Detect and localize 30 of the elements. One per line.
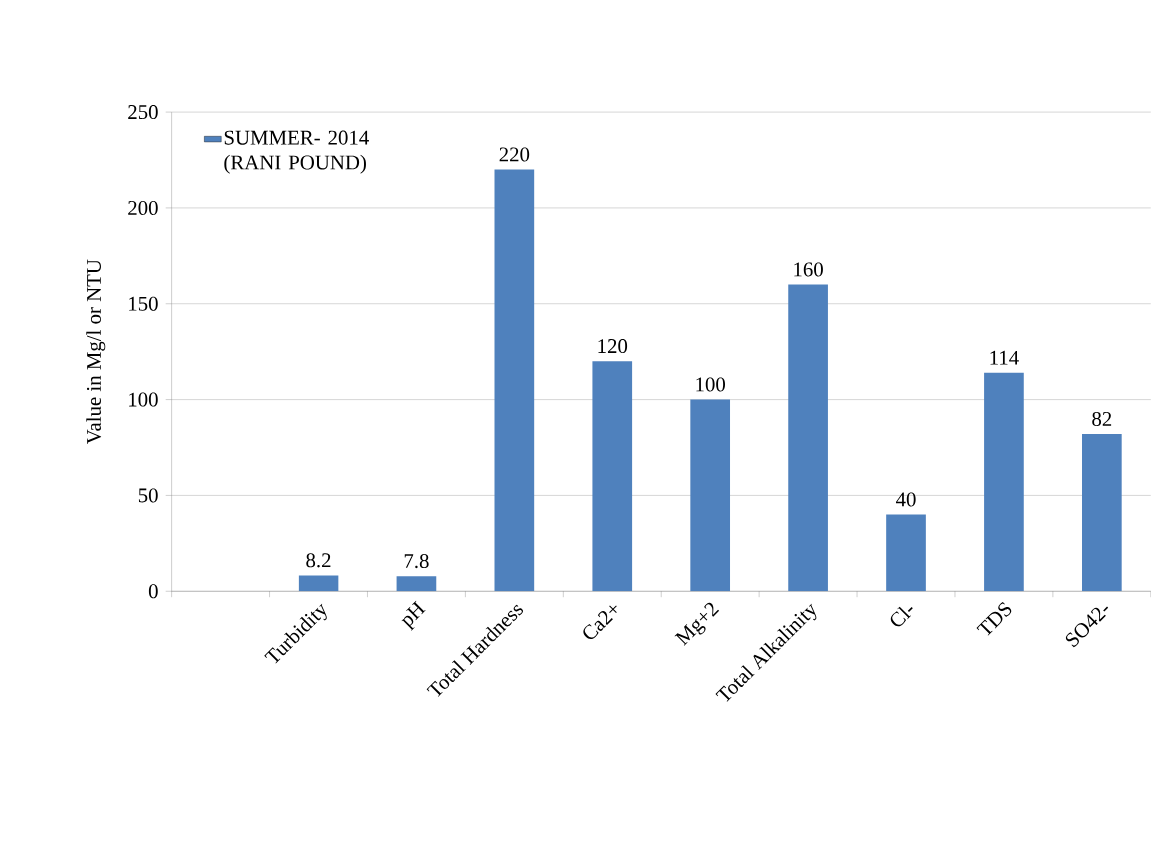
y-tick-label: 200: [128, 200, 158, 215]
y-axis-title: Value in Mg/l or NTU: [86, 259, 106, 444]
bar: [592, 361, 633, 592]
x-tick-label: Ca2+: [583, 605, 617, 639]
data-label: 120: [598, 338, 628, 353]
data-label: 40: [896, 492, 916, 507]
y-tick-label: 0: [148, 584, 158, 599]
x-tick-label: TDS: [976, 601, 1012, 636]
data-label: 82: [1092, 411, 1112, 426]
bar: [690, 399, 731, 592]
y-tick-label: 50: [138, 488, 158, 503]
bar: [886, 514, 926, 592]
data-label: 8.2: [306, 553, 331, 568]
legend-label: SUMMER- 2014 (RANI POUND): [224, 130, 369, 174]
data-label: 160: [794, 262, 823, 277]
data-label: 114: [990, 350, 1019, 365]
y-tick-label: 250: [128, 104, 158, 119]
bar: [788, 284, 828, 592]
bar: [494, 169, 535, 592]
data-label: 100: [696, 377, 726, 392]
data-label: 7.8: [404, 553, 429, 569]
y-tick-label: 150: [129, 296, 158, 311]
x-tick-label: pH: [401, 600, 426, 631]
y-tick-label: 100: [129, 392, 158, 407]
bar: [984, 372, 1024, 592]
data-label: 220: [499, 147, 530, 162]
bar: [1082, 433, 1122, 592]
x-tick-label: Cl-: [890, 606, 913, 627]
bar: [298, 575, 339, 592]
bar: [396, 576, 437, 592]
